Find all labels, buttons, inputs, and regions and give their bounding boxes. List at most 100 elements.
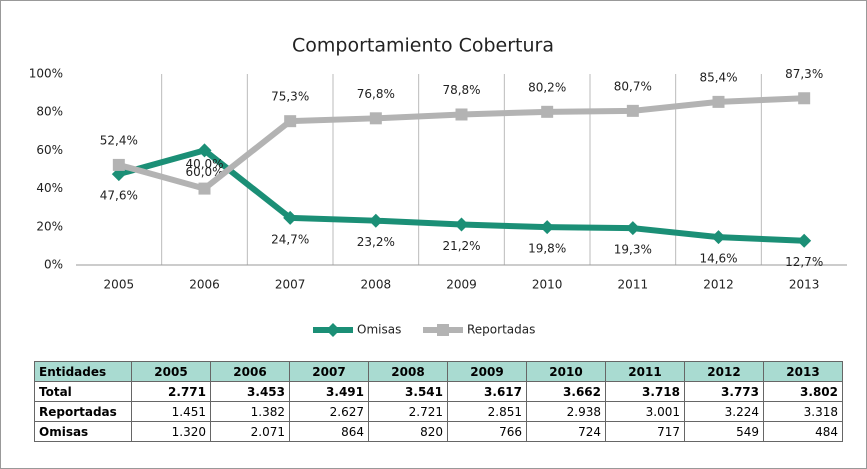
x-tick-label: 2011 (618, 278, 649, 292)
x-tick-label: 2005 (104, 278, 135, 292)
table-cell: 2.071 (210, 421, 290, 442)
marker (797, 233, 812, 248)
table-cell: 717 (605, 421, 685, 442)
marker (540, 220, 555, 235)
marker (283, 210, 298, 225)
marker (369, 112, 382, 125)
marker (711, 230, 726, 245)
table-cell: 3.662 (526, 381, 606, 402)
table-cell: Entidades (34, 361, 132, 382)
table-cell: Reportadas (34, 401, 132, 422)
table-cell: 2009 (447, 361, 527, 382)
y-tick-label: 40% (36, 181, 63, 195)
data-table: Entidades 2005 2006 2007 2008 2009 2010 2011 201… (34, 361, 843, 442)
data-label: 19,8% (528, 242, 566, 256)
marker (112, 158, 125, 171)
data-label: 19,3% (614, 243, 652, 257)
table-cell: 3.491 (289, 381, 369, 402)
table-cell: 1.451 (131, 401, 211, 422)
x-tick-label: 2007 (275, 278, 306, 292)
data-label: 85,4% (699, 70, 737, 84)
table-cell: 3.541 (368, 381, 448, 402)
x-tick-label: 2010 (532, 278, 563, 292)
x-tick-label: 2013 (789, 278, 820, 292)
table-cell: 2005 (131, 361, 211, 382)
marker (798, 92, 811, 105)
x-tick-label: 2006 (189, 278, 220, 292)
table-row: Entidades 2005 2006 2007 2008 2009 2010 2011 201… (34, 361, 843, 382)
data-label: 47,6% (100, 189, 138, 203)
table-row: Omisas 1.320 2.071 864 820 766 724 717 549 484 (34, 421, 843, 442)
data-label: 23,2% (357, 235, 395, 249)
data-label: 40,0% (185, 157, 223, 171)
table-cell: 2.627 (289, 401, 369, 422)
y-tick-label: 80% (36, 105, 63, 119)
table-cell: 3.718 (605, 381, 685, 402)
data-label: 75,3% (271, 90, 309, 104)
marker (284, 115, 297, 128)
marker (326, 323, 340, 337)
table-cell: 2013 (763, 361, 843, 382)
table-cell: 2011 (605, 361, 685, 382)
table-cell: 3.001 (605, 401, 685, 422)
table-cell: 766 (447, 421, 527, 442)
table-cell: 1.382 (210, 401, 290, 422)
table-cell: 1.320 (131, 421, 211, 442)
chart-title: Comportamiento Cobertura (292, 35, 554, 57)
marker (626, 104, 639, 117)
marker (368, 213, 383, 228)
table-row: Total 2.771 3.453 3.491 3.541 3.617 3.662 3.718… (34, 381, 843, 402)
table-cell: 2006 (210, 361, 290, 382)
data-label: 12,7% (785, 255, 823, 269)
table-cell: 724 (526, 421, 606, 442)
table-cell: 2010 (526, 361, 606, 382)
data-label: 52,4% (100, 133, 138, 147)
marker (197, 143, 212, 158)
x-tick-label: 2012 (703, 278, 734, 292)
data-label: 60,0% (185, 165, 223, 179)
y-tick-label: 100% (29, 67, 63, 81)
table-cell: 3.453 (210, 381, 290, 402)
legend-label: Omisas (357, 323, 401, 337)
table-cell: 3.224 (684, 401, 764, 422)
legend-label: Reportadas (467, 323, 535, 337)
x-tick-label: 2008 (361, 278, 392, 292)
table-cell: 3.773 (684, 381, 764, 402)
data-label: 78,8% (442, 83, 480, 97)
table-cell: 2012 (684, 361, 764, 382)
data-label: 14,6% (699, 252, 737, 266)
table-cell: 820 (368, 421, 448, 442)
table-cell: 864 (289, 421, 369, 442)
marker (198, 182, 211, 195)
table-cell: 2007 (289, 361, 369, 382)
table-cell: 2008 (368, 361, 448, 382)
marker (437, 324, 449, 336)
table-cell: 3.802 (763, 381, 843, 402)
table-cell: 484 (763, 421, 843, 442)
data-label: 24,7% (271, 232, 309, 246)
y-tick-label: 60% (36, 143, 63, 157)
table-cell: 3.318 (763, 401, 843, 422)
data-label: 76,8% (357, 87, 395, 101)
table-cell: 3.617 (447, 381, 527, 402)
data-label: 87,3% (785, 67, 823, 81)
marker (625, 221, 640, 236)
table-cell: 2.721 (368, 401, 448, 422)
table-row: Reportadas 1.451 1.382 2.627 2.721 2.851 2.938… (34, 401, 843, 422)
marker (455, 108, 468, 121)
marker (454, 217, 469, 232)
y-tick-label: 20% (36, 219, 63, 233)
table-cell: 2.771 (131, 381, 211, 402)
table-cell: Omisas (34, 421, 132, 442)
y-tick-label: 0% (44, 258, 63, 272)
table-cell: 2.851 (447, 401, 527, 422)
marker (541, 105, 554, 118)
marker (712, 95, 725, 108)
table-cell: Total (34, 381, 132, 402)
x-tick-label: 2009 (446, 278, 477, 292)
data-label: 80,7% (614, 79, 652, 93)
table-cell: 2.938 (526, 401, 606, 422)
data-label: 80,2% (528, 80, 566, 94)
